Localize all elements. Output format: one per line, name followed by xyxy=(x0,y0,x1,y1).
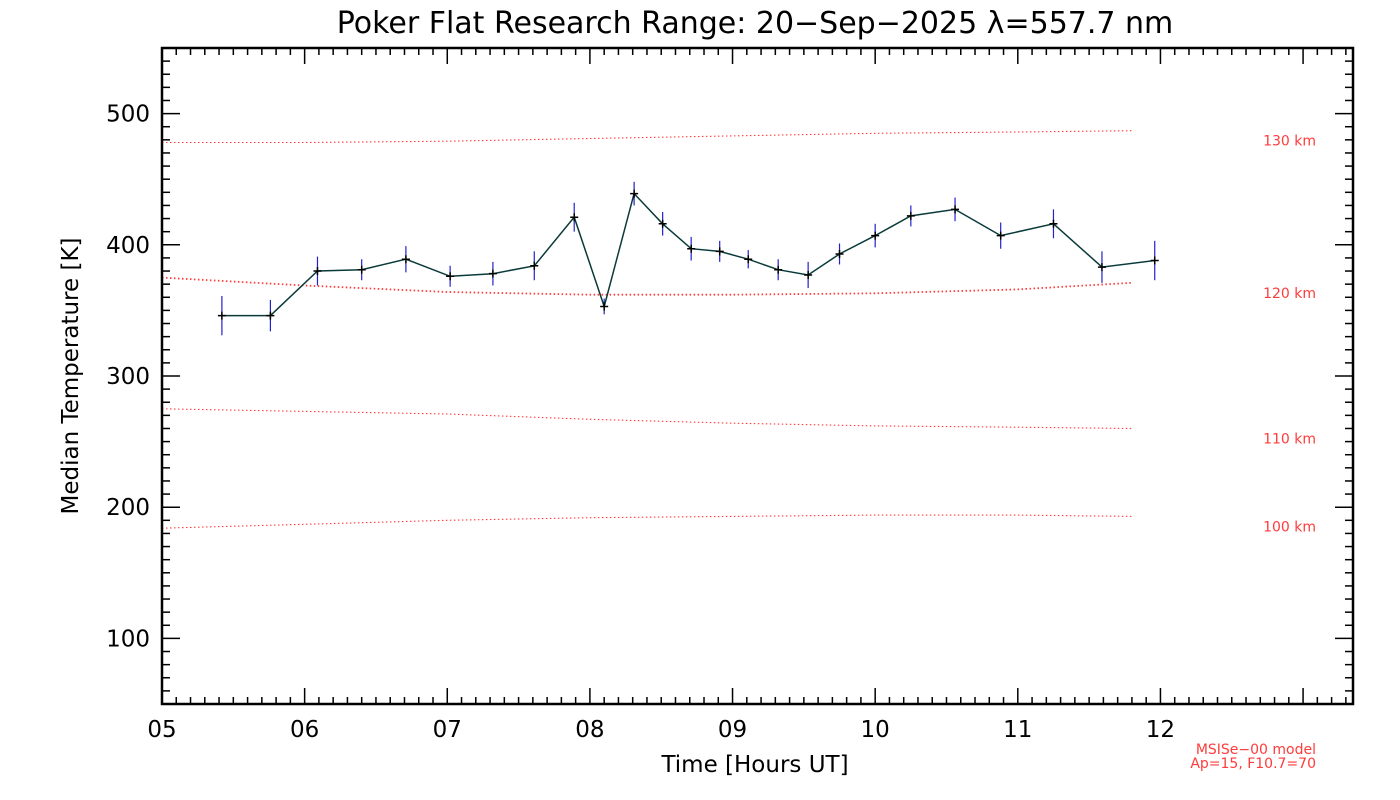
plot-axes xyxy=(160,46,1355,706)
data-point xyxy=(687,244,696,253)
data-point xyxy=(600,302,609,311)
y-tick-label: 400 xyxy=(106,233,150,259)
x-tick-label: 08 xyxy=(575,717,604,743)
series-line xyxy=(221,192,1155,317)
data-point xyxy=(744,255,753,264)
data-point xyxy=(1150,256,1159,265)
axis-ticks xyxy=(161,47,1353,705)
x-tick-label: 09 xyxy=(718,717,747,743)
data-point xyxy=(774,265,783,274)
model-curve-labels: 130 km 120 km 110 km 100 km xyxy=(1263,134,1316,536)
y-axis-label: Median Temperature [K] xyxy=(58,238,84,515)
x-tick-label: 11 xyxy=(1003,717,1032,743)
data-point xyxy=(715,247,724,256)
data-point xyxy=(996,231,1005,240)
data-point xyxy=(570,213,579,222)
data-point xyxy=(488,269,497,278)
data-point xyxy=(951,205,960,214)
data-point xyxy=(357,265,366,274)
x-tick-label: 10 xyxy=(861,717,890,743)
model-curve-label: 100 km xyxy=(1263,519,1316,535)
model-curve-label: 110 km xyxy=(1263,432,1316,448)
data-point xyxy=(401,255,410,264)
model-curve-100-km xyxy=(161,514,1132,529)
data-point xyxy=(658,219,667,228)
y-tick-label: 500 xyxy=(106,102,150,128)
model-curve-110-km xyxy=(161,408,1132,430)
chart-title: Poker Flat Research Range: 20−Sep−2025 λ… xyxy=(337,6,1174,41)
data-point xyxy=(446,272,455,281)
data-point xyxy=(530,261,539,270)
data-series xyxy=(217,181,1159,336)
model-note-line-1: MSISe−00 model xyxy=(1196,742,1316,758)
model-curve-130-km xyxy=(162,130,1132,144)
x-axis-label: Time [Hours UT] xyxy=(660,752,848,778)
data-point xyxy=(1049,219,1058,228)
data-point xyxy=(217,311,226,320)
y-tick-label: 300 xyxy=(106,364,150,390)
x-tick-label: 12 xyxy=(1146,717,1175,743)
data-point xyxy=(1097,263,1106,272)
x-tick-label: 06 xyxy=(290,717,319,743)
data-point xyxy=(804,270,813,279)
model-curves xyxy=(161,130,1132,529)
plot-frame xyxy=(160,46,1355,706)
model-curve-label: 120 km xyxy=(1263,286,1316,302)
data-point xyxy=(835,249,844,258)
y-tick-label: 200 xyxy=(106,495,150,521)
model-curve-120-km xyxy=(161,276,1132,296)
axis-tick-labels: 05 06 07 08 09 10 11 12 100 200 300 400 500 xyxy=(106,102,1175,743)
data-point xyxy=(906,211,915,220)
data-point xyxy=(630,189,639,198)
data-point xyxy=(871,231,880,240)
x-tick-label: 07 xyxy=(433,717,462,743)
x-tick-label: 05 xyxy=(147,717,176,743)
model-curve-label: 130 km xyxy=(1263,134,1316,150)
model-note-line-2: Ap=15, F10.7=70 xyxy=(1190,756,1316,772)
y-tick-label: 100 xyxy=(106,626,150,652)
data-point xyxy=(313,267,322,276)
data-point xyxy=(266,311,275,320)
